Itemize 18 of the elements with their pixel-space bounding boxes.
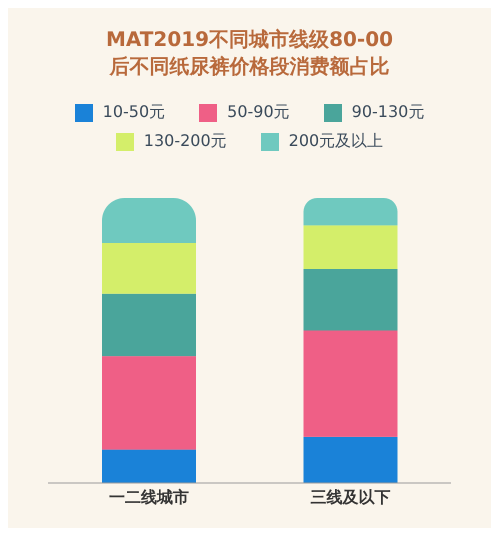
- legend-label: 10-50元: [102, 102, 166, 123]
- legend-label: 130-200元: [144, 131, 227, 152]
- legend-label: 200元及以上: [288, 131, 384, 152]
- bar: [304, 330, 398, 437]
- chart-title: MAT2019不同城市线级80-00后不同纸尿裤价格段消费额占比: [104, 26, 394, 80]
- bar: [102, 356, 196, 450]
- bar: [102, 294, 196, 356]
- legend-label: 90-130元: [352, 102, 424, 123]
- bar: [102, 243, 196, 294]
- legend-label: 50-90元: [227, 102, 290, 123]
- bar: [304, 436, 398, 483]
- bar: [102, 198, 196, 244]
- bar: [102, 450, 196, 483]
- bar: [304, 198, 398, 226]
- bar: [304, 225, 398, 269]
- x-tick-label: 一二线城市: [108, 487, 189, 506]
- bar: [304, 268, 398, 331]
- x-tick-label: 三线及以下: [310, 487, 390, 506]
